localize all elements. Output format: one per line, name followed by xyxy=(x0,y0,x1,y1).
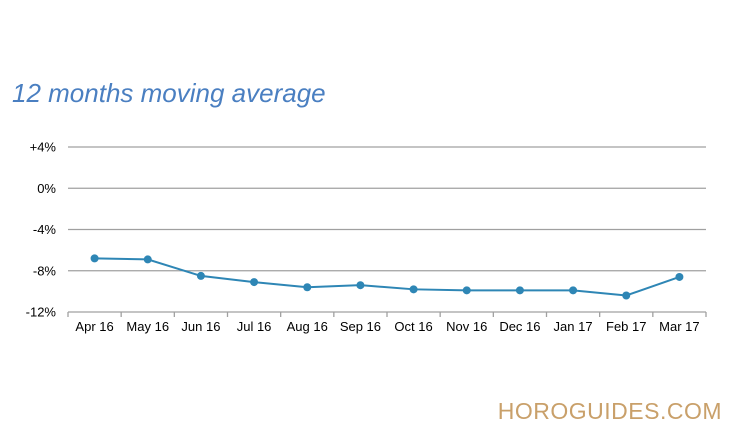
y-tick-label: 0% xyxy=(37,181,56,196)
y-axis-tick-labels: +4% 0% -4% -8% -12% xyxy=(26,140,57,320)
y-tick-label: +4% xyxy=(30,140,57,155)
x-tick-label: Apr 16 xyxy=(75,319,113,334)
x-tick-label: Mar 17 xyxy=(659,319,699,334)
x-tick-label: May 16 xyxy=(126,319,169,334)
data-point xyxy=(356,281,365,290)
data-point xyxy=(90,254,99,263)
data-point xyxy=(250,278,259,287)
x-tick-label: Jul 16 xyxy=(237,319,272,334)
series-layer xyxy=(90,254,684,300)
x-tick-label: Feb 17 xyxy=(606,319,646,334)
data-point xyxy=(196,271,205,280)
x-tick-label: Sep 16 xyxy=(340,319,381,334)
data-point xyxy=(462,286,471,295)
data-point xyxy=(515,286,524,295)
x-tick-label: Oct 16 xyxy=(394,319,432,334)
watermark-logo: HOROGUIDES.COM xyxy=(497,398,722,424)
y-tick-label: -4% xyxy=(33,222,57,237)
data-point xyxy=(675,272,684,281)
y-tick-label: -12% xyxy=(26,305,57,320)
x-tick-label: Nov 16 xyxy=(446,319,487,334)
x-tick-label: Aug 16 xyxy=(287,319,328,334)
x-axis-tick-labels: Apr 16 May 16 Jun 16 Jul 16 Aug 16 Sep 16 Oct … xyxy=(75,319,699,334)
chart-title: 12 months moving average xyxy=(12,78,326,108)
series-line xyxy=(94,257,680,297)
data-point xyxy=(569,286,578,295)
data-point xyxy=(622,291,631,300)
x-tick-label: Jan 17 xyxy=(554,319,593,334)
x-tick-label: Dec 16 xyxy=(499,319,540,334)
y-tick-label: -8% xyxy=(33,263,57,278)
data-point xyxy=(143,255,152,264)
grid-lines xyxy=(67,146,707,317)
data-point xyxy=(409,285,418,294)
x-tick-label: Jun 16 xyxy=(181,319,220,334)
data-point xyxy=(303,283,312,292)
